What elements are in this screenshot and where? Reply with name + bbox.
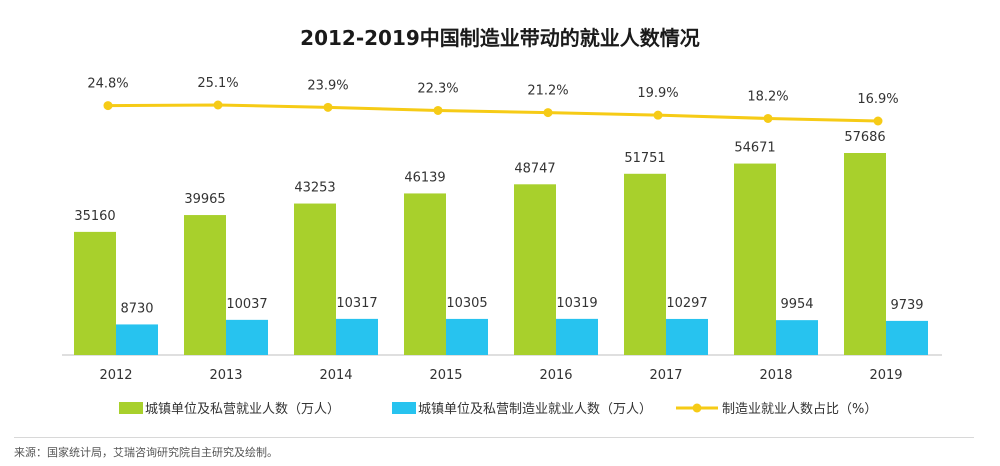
source-note: 来源：国家统计局，艾瑞咨询研究院自主研究及绘制。 — [14, 446, 278, 459]
line-label-2012: 24.8% — [87, 77, 128, 92]
data-label-employment-2018: 54671 — [734, 141, 775, 156]
bar-employment-2016 — [514, 184, 556, 355]
data-label-employment-2017: 51751 — [624, 151, 665, 166]
legend-label-share: 制造业就业人数占比（%） — [722, 402, 877, 417]
line-point-2019 — [873, 116, 883, 126]
bar-employment-2019 — [844, 153, 886, 355]
bar-manufacturing-2017 — [666, 318, 708, 355]
data-label-employment-2016: 48747 — [514, 161, 555, 176]
data-label-manufacturing-2012: 8730 — [120, 301, 153, 316]
bar-manufacturing-2015 — [446, 318, 488, 355]
bar-employment-2017 — [624, 173, 666, 355]
x-tick-label-2014: 2014 — [319, 368, 352, 383]
data-label-employment-2015: 46139 — [404, 170, 445, 185]
x-tick-label-2016: 2016 — [539, 368, 572, 383]
divider — [14, 437, 974, 438]
legend-swatch-manufacturing — [392, 402, 416, 414]
line-label-2016: 21.2% — [527, 84, 568, 99]
line-label-2019: 16.9% — [857, 92, 898, 107]
line-label-2013: 25.1% — [197, 76, 238, 91]
x-tick-label-2013: 2013 — [209, 368, 242, 383]
data-label-manufacturing-2018: 9954 — [780, 297, 813, 312]
line-label-2015: 22.3% — [417, 81, 458, 96]
chart-plot: 35160 8730 2012 39965 10037 2013 43253 10317 201… — [62, 76, 942, 417]
x-tick-label-2019: 2019 — [869, 368, 902, 383]
legend-swatch-employment — [119, 402, 143, 414]
bar-employment-2015 — [404, 193, 446, 355]
line-point-2015 — [433, 105, 443, 115]
bar-employment-2013 — [184, 215, 226, 355]
data-label-manufacturing-2017: 10297 — [666, 296, 707, 311]
line-label-2017: 19.9% — [637, 86, 678, 101]
x-tick-label-2018: 2018 — [759, 368, 792, 383]
data-label-manufacturing-2013: 10037 — [226, 297, 267, 312]
bar-manufacturing-2018 — [776, 320, 818, 355]
bar-employment-2012 — [74, 231, 116, 355]
bar-manufacturing-2019 — [886, 320, 928, 355]
bar-manufacturing-2014 — [336, 318, 378, 355]
line-share-series — [107, 103, 879, 123]
bar-manufacturing-2016 — [556, 318, 598, 355]
bar-employment-2018 — [734, 163, 776, 355]
x-tick-label-2015: 2015 — [429, 368, 462, 383]
data-label-manufacturing-2014: 10317 — [336, 296, 377, 311]
data-label-manufacturing-2015: 10305 — [446, 296, 487, 311]
legend-label-manufacturing: 城镇单位及私营制造业就业人数（万人） — [418, 402, 652, 417]
line-point-2012 — [103, 101, 113, 111]
x-tick-label-2017: 2017 — [649, 368, 682, 383]
line-point-2016 — [543, 108, 553, 118]
bar-employment-2014 — [294, 203, 336, 355]
line-point-2018 — [763, 113, 773, 123]
data-label-employment-2014: 43253 — [294, 181, 335, 196]
legend-label-employment: 城镇单位及私营就业人数（万人） — [145, 402, 340, 417]
data-label-employment-2019: 57686 — [844, 130, 885, 145]
data-label-manufacturing-2016: 10319 — [556, 296, 597, 311]
data-label-employment-2013: 39965 — [184, 192, 225, 207]
x-tick-label-2012: 2012 — [99, 368, 132, 383]
line-point-2014 — [323, 102, 333, 112]
bar-manufacturing-2012 — [116, 324, 158, 355]
line-point-2017 — [653, 110, 663, 120]
bar-manufacturing-2013 — [226, 319, 268, 355]
data-label-manufacturing-2019: 9739 — [890, 298, 923, 313]
line-label-2014: 23.9% — [307, 78, 348, 93]
line-label-2018: 18.2% — [747, 89, 788, 104]
line-point-2013 — [213, 100, 223, 110]
chart-title: 2012-2019中国制造业带动的就业人数情况 — [300, 26, 700, 50]
legend-marker-share — [692, 403, 702, 413]
data-label-employment-2012: 35160 — [74, 209, 115, 224]
